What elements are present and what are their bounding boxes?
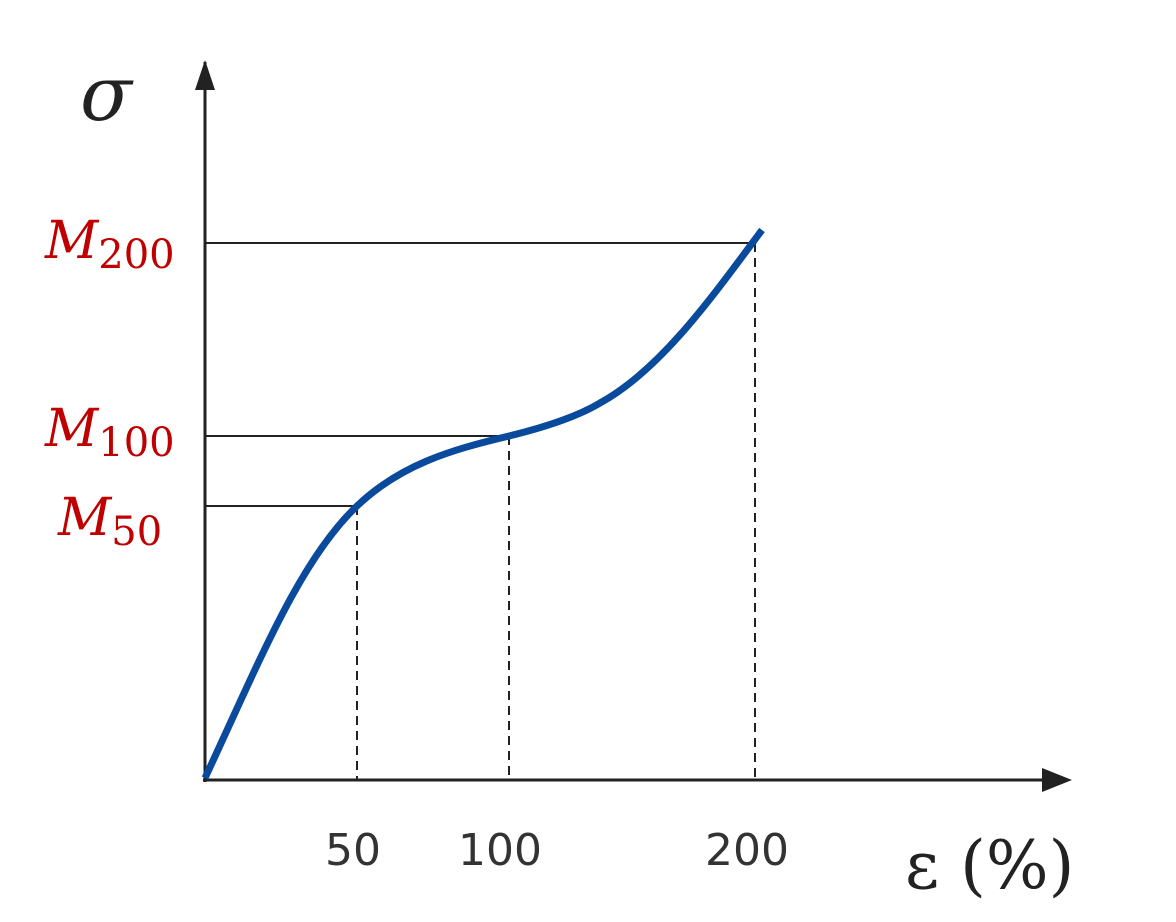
- y-marker-label: M100: [44, 399, 175, 466]
- y-axis-label: σ: [80, 49, 134, 138]
- axes: [195, 60, 1072, 792]
- y-marker-label: M50: [57, 488, 162, 555]
- stress-strain-curve: [201, 227, 765, 780]
- symbol: M: [44, 211, 100, 271]
- x-marker-label: 100: [458, 825, 542, 876]
- subscript: 50: [111, 509, 162, 555]
- y-arrow: [195, 60, 215, 90]
- symbol: M: [44, 399, 100, 459]
- guides: [205, 242, 756, 780]
- symbol: M: [57, 488, 113, 548]
- y-marker-label: M200: [44, 211, 175, 278]
- x-marker-label: 200: [705, 825, 789, 876]
- subscript: 200: [98, 232, 174, 278]
- x-arrow: [1042, 768, 1072, 792]
- x-marker-label: 50: [325, 825, 381, 876]
- x-axis-label: ε (%): [905, 827, 1074, 904]
- subscript: 100: [98, 420, 174, 466]
